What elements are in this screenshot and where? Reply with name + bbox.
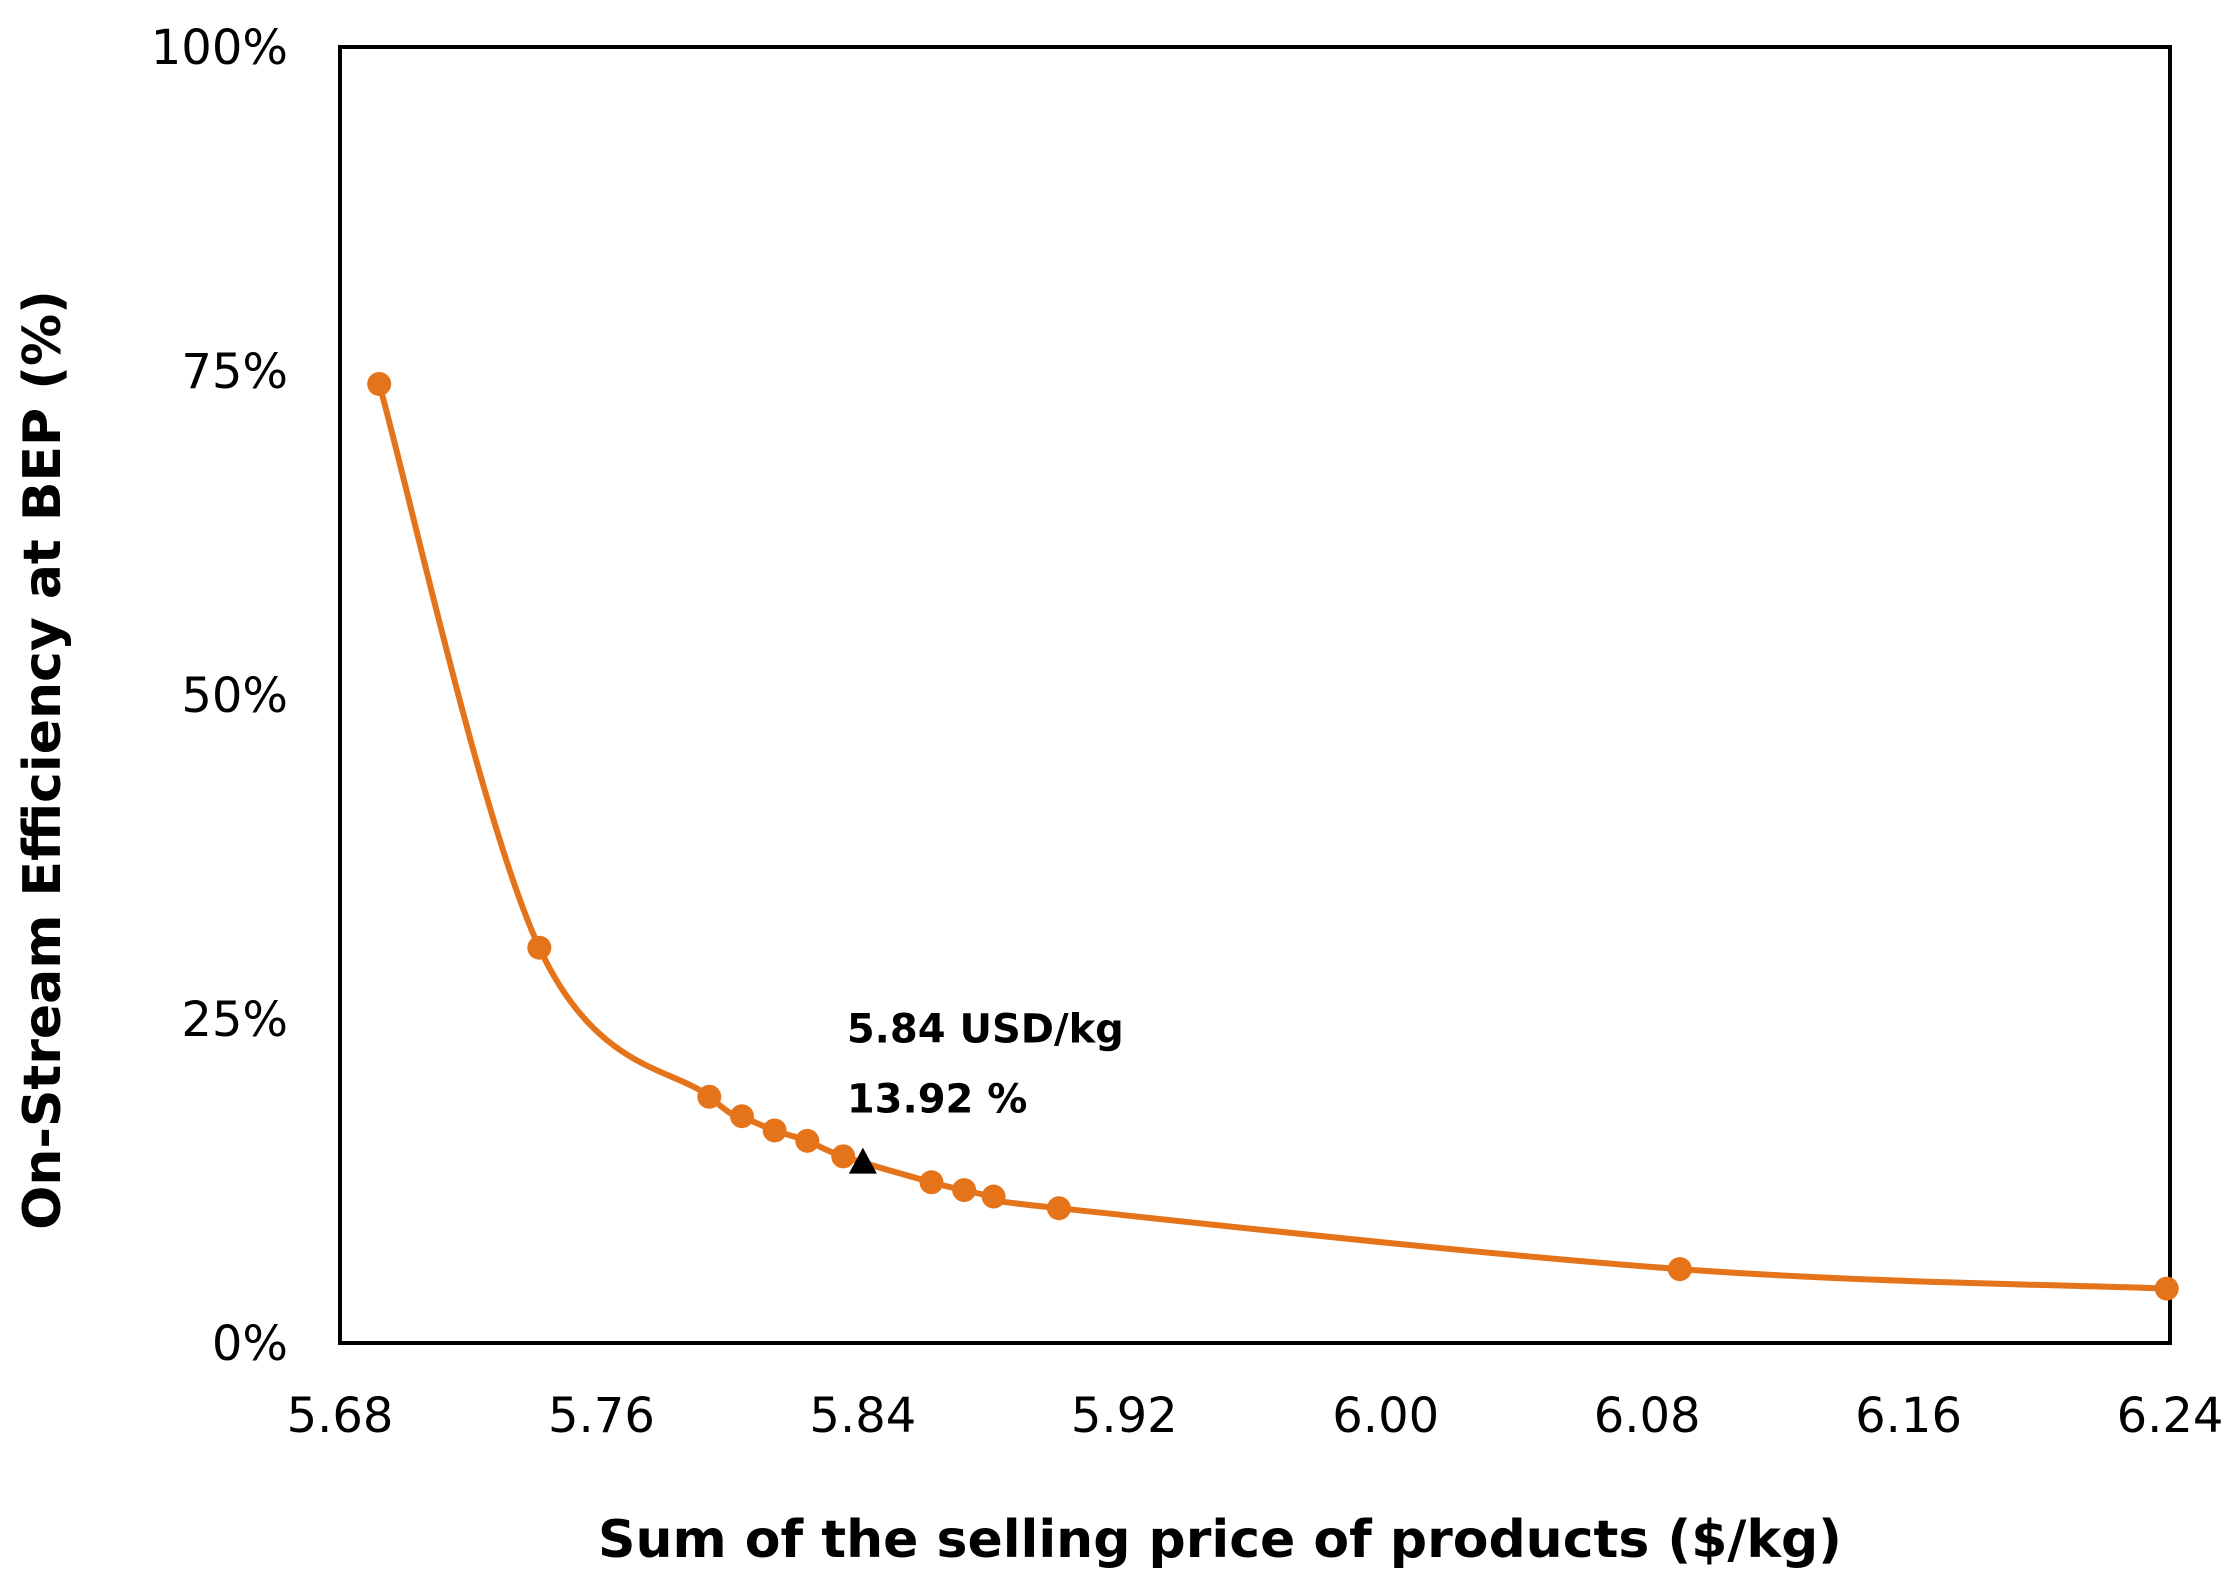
plot-area xyxy=(338,45,2172,1345)
annotation-price: 5.84 USD/kg xyxy=(847,1007,1124,1053)
x-tick-label: 6.08 xyxy=(1594,1388,1701,1444)
x-tick-label: 5.68 xyxy=(287,1388,394,1444)
data-point xyxy=(697,1084,722,1109)
annotation-efficiency: 13.92 % xyxy=(847,1077,1028,1123)
series-layer xyxy=(367,371,2179,1301)
data-point xyxy=(729,1104,754,1129)
data-point xyxy=(795,1128,820,1153)
y-tick-label: 75% xyxy=(181,344,288,400)
x-tick-label: 6.00 xyxy=(1332,1388,1439,1444)
x-tick-label: 5.92 xyxy=(1071,1388,1178,1444)
x-tick-label: 5.76 xyxy=(548,1388,655,1444)
y-axis-title: On-Stream Efficiency at BEP (%) xyxy=(13,290,73,1230)
data-point xyxy=(1667,1257,1692,1282)
data-point xyxy=(367,371,392,396)
highlight-marker xyxy=(848,1147,877,1174)
data-point xyxy=(527,935,552,960)
y-tick-label: 50% xyxy=(181,668,288,724)
series-line xyxy=(376,383,2167,1292)
data-point xyxy=(831,1144,856,1169)
y-tick-label: 25% xyxy=(181,992,288,1048)
data-point xyxy=(2154,1276,2179,1301)
data-point xyxy=(762,1118,787,1143)
y-tick-label: 100% xyxy=(151,20,288,76)
x-axis-ticks: 5.68 5.76 5.84 5.92 6.00 6.08 6.16 6.24 xyxy=(287,1388,2224,1444)
data-point xyxy=(919,1170,944,1195)
x-tick-label: 5.84 xyxy=(809,1388,916,1444)
data-point xyxy=(952,1178,977,1203)
x-tick-label: 6.16 xyxy=(1855,1388,1962,1444)
y-axis-ticks: 0% 25% 50% 75% 100% xyxy=(151,20,288,1372)
data-point xyxy=(1046,1196,1071,1221)
y-tick-label: 0% xyxy=(212,1316,288,1372)
x-axis-title: Sum of the selling price of products ($/… xyxy=(598,1510,1842,1570)
x-tick-label: 6.24 xyxy=(2117,1388,2224,1444)
highlight-layer: 5.84 USD/kg 13.92 % xyxy=(847,1007,1124,1174)
data-point xyxy=(981,1184,1006,1209)
